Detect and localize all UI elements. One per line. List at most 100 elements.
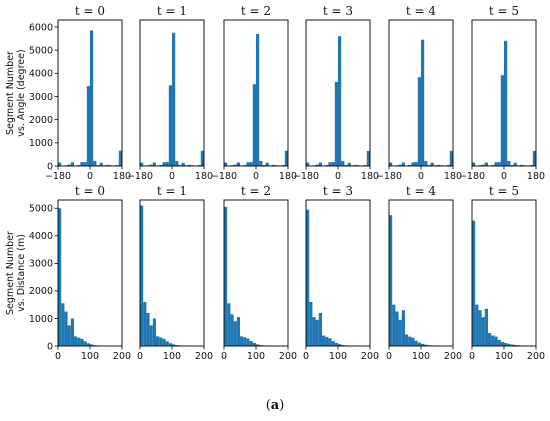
y-tick-label: 0 [47,341,53,352]
x-tick-label: 180 [444,171,462,182]
histogram-bar [401,162,405,166]
y-tick-label: 5000 [29,45,53,56]
histogram-bar [417,77,421,166]
panel-title: t = 1 [157,184,187,198]
histogram-bar [230,314,234,346]
histogram-bar [249,162,253,166]
histogram-bar [200,150,204,166]
histogram-bar [437,164,441,166]
y-tick-label: 1000 [29,138,53,149]
histogram-bar [405,334,409,346]
histogram-bar [318,312,322,346]
x-tick-label: 200 [527,351,545,362]
histogram-bar [507,160,511,166]
histogram-bar [90,344,94,346]
histogram-bar [178,165,182,166]
histogram-bar [70,162,74,166]
histogram-bar [395,311,399,346]
histogram-bar [249,341,253,346]
histogram-bar [446,165,450,166]
histogram-bar [341,160,345,166]
y-tick-label: 5000 [29,204,53,215]
y-tick-label: 0 [47,161,53,172]
panel-title: t = 2 [241,4,271,18]
histogram-figure: t = 0−180 0 1800100020003000400050006000t … [5,4,545,362]
histogram-bar [80,338,84,346]
histogram-bar [484,308,488,346]
histogram-bar [175,345,179,346]
x-tick-label: 0 [386,351,392,362]
panel-title: t = 2 [241,184,271,198]
histogram-bar [197,165,201,166]
histogram-bar [510,344,514,346]
histogram-bar [331,162,335,166]
histogram-bar [67,325,71,346]
histogram-bar [262,165,266,166]
x-tick-label: 200 [361,351,379,362]
histogram-bar [281,165,285,166]
panel-title: t = 3 [323,184,353,198]
histogram-bar [224,162,228,166]
histogram-bar [149,325,153,346]
histogram-bar [449,150,453,166]
histogram-bar [472,220,476,346]
histogram-bar [328,338,332,346]
figure-caption: (a) [0,398,550,413]
histogram-bar [86,86,90,166]
panel-title: t = 3 [323,4,353,18]
histogram-bar [252,342,256,346]
histogram-bar [488,333,492,346]
histogram-bar [80,162,84,166]
histogram-bar [497,162,501,166]
histogram-bar [96,165,100,166]
histogram-bar [401,310,405,346]
histogram-bar [417,342,421,346]
x-tick-label: 100 [329,351,347,362]
histogram-bar [152,162,156,166]
histogram-bar [500,75,504,166]
x-tick-label: 0 [87,171,93,182]
x-tick-label: −180 [127,171,153,182]
y-tick-label: 4000 [29,69,53,80]
x-tick-label: 0 [55,351,61,362]
caption-open: ( [265,398,271,413]
histogram-bar [430,162,434,166]
y-axis-label-line2: vs. Angle (degree) [16,49,27,136]
histogram-bar [140,205,144,346]
x-tick-label: 100 [495,351,513,362]
histogram-bar [497,339,501,346]
histogram-bar [309,301,313,346]
y-tick-label: 2000 [29,286,53,297]
histogram-bar [338,344,342,346]
histogram-bar [172,32,176,166]
histogram-bar [398,164,402,166]
x-tick-label: 180 [527,171,545,182]
histogram-bar [243,337,247,346]
histogram-bar [90,30,94,166]
x-tick-label: 0 [303,351,309,362]
y-axis-label-line1: Segment Number [5,51,16,135]
x-tick-label: 200 [279,351,297,362]
histogram-bar [312,317,316,346]
x-tick-label: 180 [113,171,131,182]
y-tick-label: 3000 [29,92,53,103]
histogram-bar [424,160,428,166]
histogram-bar [411,162,415,166]
histogram-bar [366,150,370,166]
histogram-bar [513,162,517,166]
histogram-bar [143,301,147,346]
histogram-bar [520,164,524,166]
x-tick-label: 200 [444,351,462,362]
histogram-bar [334,342,338,346]
y-tick-label: 4000 [29,231,53,242]
x-tick-label: −180 [211,171,237,182]
histogram-bar [481,317,485,346]
histogram-bar [334,81,338,166]
x-tick-label: 0 [221,351,227,362]
x-tick-label: 200 [195,351,213,362]
histogram-bar [224,206,228,346]
histogram-bar [315,164,319,166]
histogram-bar [491,335,495,346]
histogram-bar [159,337,163,346]
x-tick-label: −180 [45,171,71,182]
